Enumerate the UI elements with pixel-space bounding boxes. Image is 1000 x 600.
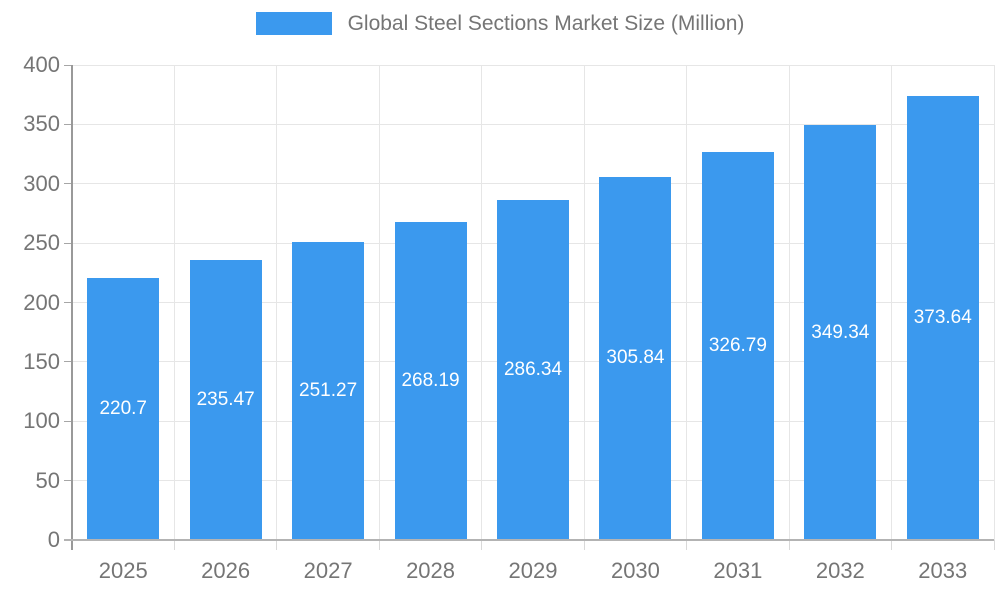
bar-2031[interactable]: [701, 151, 774, 540]
gridline-vertical: [686, 65, 688, 540]
x-axis-tick: [276, 540, 278, 550]
gridline-vertical: [276, 65, 278, 540]
y-axis-tick-label: 250: [23, 230, 60, 256]
y-axis-line: [71, 65, 73, 550]
bar-value-label: 268.19: [401, 369, 460, 391]
y-axis-tick: [64, 64, 72, 66]
bar-2030[interactable]: [599, 176, 672, 540]
x-axis-tick-label: 2025: [98, 558, 148, 583]
chart-legend: Global Steel Sections Market Size (Milli…: [0, 12, 1000, 35]
gridline-horizontal: [64, 183, 994, 185]
bar-2027[interactable]: [292, 241, 365, 540]
y-axis-tick: [64, 242, 72, 244]
bar-2033[interactable]: [906, 96, 979, 540]
bar-value-label: 373.64: [913, 307, 972, 329]
y-axis-tick-label: 350: [23, 111, 60, 137]
bar-value-label: 251.27: [299, 379, 358, 401]
x-axis-tick: [583, 540, 585, 550]
gridline-vertical: [378, 65, 380, 540]
gridline-vertical: [583, 65, 585, 540]
gridline-vertical: [481, 65, 483, 540]
bar-2026[interactable]: [189, 260, 262, 540]
x-axis-tick-label: 2031: [713, 558, 763, 583]
legend-label[interactable]: Global Steel Sections Market Size (Milli…: [347, 12, 745, 35]
bar-2028[interactable]: [394, 221, 467, 540]
x-axis-tick: [993, 540, 995, 550]
gridline-horizontal: [64, 64, 994, 66]
x-axis-tick: [173, 540, 175, 550]
bar-value-label: 235.47: [196, 389, 255, 411]
y-axis-tick-label: 150: [23, 348, 60, 374]
x-axis-tick-label: 2028: [406, 558, 456, 583]
x-axis-tick-label: 2026: [201, 558, 251, 583]
y-axis-tick: [64, 183, 72, 185]
x-axis-tick: [891, 540, 893, 550]
y-axis-tick-label: 0: [47, 527, 60, 552]
y-axis-tick: [64, 302, 72, 303]
bar-2025[interactable]: [87, 277, 160, 540]
y-axis-tick-label: 50: [35, 467, 60, 493]
x-axis-line: [64, 539, 994, 541]
gridline-horizontal: [64, 123, 994, 125]
legend-item[interactable]: Global Steel Sections Market Size (Milli…: [255, 12, 745, 35]
bar-value-label: 286.34: [503, 358, 563, 380]
x-axis-tick: [788, 540, 790, 550]
bar-value-label: 326.79: [708, 334, 767, 356]
y-axis-tick-label: 200: [23, 289, 60, 315]
y-axis-tick-label: 100: [23, 408, 60, 434]
gridline-vertical: [788, 65, 790, 540]
bar-2029[interactable]: [497, 199, 569, 540]
x-axis-tick-label: 2027: [303, 558, 353, 583]
x-axis-tick: [686, 540, 688, 550]
x-axis-tick: [481, 540, 483, 550]
bar-value-label: 305.84: [606, 347, 665, 369]
x-axis-tick-label: 2032: [815, 558, 865, 583]
y-axis-tick: [64, 361, 72, 363]
x-axis-tick-label: 2030: [610, 558, 660, 583]
y-axis-tick: [64, 480, 72, 482]
y-axis-tick-label: 300: [23, 170, 60, 196]
y-axis-tick: [64, 420, 72, 422]
y-axis-tick: [64, 123, 72, 125]
gridline-vertical: [993, 65, 995, 540]
legend-swatch-icon[interactable]: [255, 12, 332, 35]
x-axis-tick-label: 2033: [918, 558, 968, 583]
bar-value-label: 220.7: [99, 397, 147, 419]
gridline-vertical: [173, 65, 175, 540]
bar-2032[interactable]: [804, 125, 877, 540]
x-axis-tick-label: 2029: [508, 558, 558, 583]
gridline-vertical: [891, 65, 893, 540]
bar-value-label: 349.34: [811, 321, 870, 343]
y-axis-tick-label: 400: [23, 52, 60, 77]
x-axis-tick: [378, 540, 380, 550]
